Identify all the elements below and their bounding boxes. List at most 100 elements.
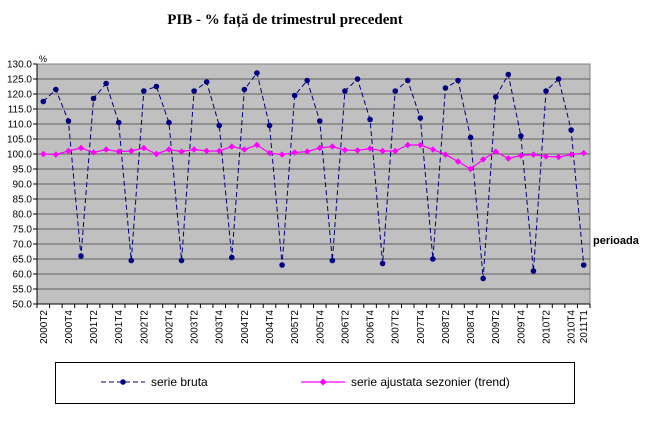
data-point — [367, 116, 373, 123]
data-point — [40, 150, 47, 158]
data-point — [442, 151, 449, 158]
y-tick-label: 105.0 — [7, 135, 32, 146]
data-point — [266, 122, 273, 129]
data-point — [90, 95, 97, 102]
data-point — [316, 144, 323, 152]
data-point — [530, 268, 537, 274]
series-serie-bruta — [40, 70, 587, 282]
y-axis-unit-mark: % — [39, 54, 47, 64]
data-point — [442, 85, 449, 91]
data-point — [555, 153, 562, 161]
data-point — [141, 88, 147, 94]
data-point — [203, 147, 210, 155]
data-point — [153, 83, 160, 90]
series-serie-ajustata — [40, 141, 587, 173]
data-point — [115, 148, 122, 155]
data-point — [404, 141, 411, 149]
data-point — [304, 148, 311, 155]
x-tick-label: 2007T4 — [416, 310, 427, 344]
x-tick-label: 2003T4 — [215, 310, 226, 344]
data-point — [190, 146, 198, 153]
data-point — [53, 86, 59, 93]
x-axis-ticks: 2000T2 2000T4 2001T2 2001T4 2002T2 2002T4 2003… — [36, 304, 591, 344]
data-point — [567, 151, 575, 158]
data-point — [417, 141, 424, 149]
data-point — [517, 152, 525, 159]
x-tick-label: 2001T2 — [89, 310, 100, 344]
data-point — [279, 262, 285, 268]
data-point — [52, 151, 60, 158]
data-point — [417, 115, 424, 121]
data-point — [467, 134, 474, 141]
data-point — [580, 149, 587, 157]
chart-canvas: 130.0 125.0 120.0 115.0 110.0 105.0 100.0 95.0 9… — [7, 54, 640, 344]
x-tick-label: 2004T2 — [240, 310, 251, 344]
data-point — [316, 118, 323, 124]
data-point — [291, 149, 298, 156]
data-point — [505, 71, 512, 78]
data-point — [216, 147, 223, 155]
y-tick-label: 60.0 — [13, 270, 33, 281]
legend-swatch-serie-bruta — [101, 379, 145, 385]
data-point — [492, 148, 499, 155]
y-tick-label: 75.0 — [13, 225, 33, 236]
x-tick-label: 2001T4 — [114, 310, 125, 344]
data-point — [253, 141, 261, 149]
y-tick-label: 80.0 — [13, 210, 33, 221]
data-point — [65, 147, 72, 155]
x-tick-label: 2000T2 — [39, 310, 50, 344]
data-point — [254, 70, 260, 76]
y-tick-label: 55.0 — [13, 285, 33, 296]
data-point — [128, 147, 135, 155]
data-point — [429, 146, 437, 153]
y-tick-label: 125.0 — [7, 75, 32, 86]
data-point — [90, 149, 97, 156]
data-point — [568, 127, 574, 133]
x-tick-label: 2010T4 — [567, 310, 578, 344]
data-point — [391, 147, 399, 155]
data-point — [492, 94, 499, 100]
x-tick-label: 2010T2 — [542, 310, 553, 344]
data-point — [454, 158, 462, 165]
data-point — [542, 153, 550, 160]
x-tick-label: 2002T2 — [139, 310, 150, 344]
x-tick-label: 2002T4 — [164, 310, 175, 344]
x-tick-label: 2003T2 — [190, 310, 201, 344]
data-point — [128, 257, 135, 264]
data-point — [216, 122, 223, 129]
data-point — [379, 147, 386, 155]
x-tick-label: 2008T2 — [441, 310, 452, 344]
data-point — [354, 147, 361, 154]
legend-item-serie-ajustata: serie ajustata sezonier (trend) — [301, 375, 510, 389]
y-tick-label: 130.0 — [7, 60, 32, 71]
x-tick-label: 2004T4 — [265, 310, 276, 344]
x-tick-label: 2000T4 — [64, 310, 75, 344]
data-point — [165, 146, 173, 153]
data-point — [153, 150, 160, 158]
data-point — [379, 260, 386, 267]
x-tick-label: 2005T2 — [290, 310, 301, 344]
data-point — [555, 76, 562, 82]
chart-title: PIB - % față de trimestrul precedent — [167, 12, 403, 28]
data-point — [455, 77, 461, 84]
data-point — [354, 76, 361, 82]
data-point — [342, 88, 348, 94]
data-point — [40, 98, 47, 105]
data-point — [304, 77, 311, 84]
legend-swatch-serie-ajustata — [301, 378, 345, 386]
data-point — [140, 144, 148, 152]
data-point — [115, 119, 122, 126]
data-point — [78, 253, 84, 259]
data-point — [266, 149, 273, 157]
x-tick-label: 2006T4 — [366, 310, 377, 344]
x-tick-label: 2007T2 — [391, 310, 402, 344]
data-point — [480, 275, 486, 282]
legend-label-serie-bruta: serie bruta — [151, 375, 208, 389]
series-line — [42, 71, 585, 279]
data-point — [341, 146, 349, 154]
y-tick-label: 120.0 — [7, 90, 32, 101]
y-tick-label: 50.0 — [13, 300, 33, 311]
legend-item-serie-bruta: serie bruta — [101, 375, 208, 389]
data-point — [278, 151, 286, 158]
data-point — [291, 92, 298, 99]
